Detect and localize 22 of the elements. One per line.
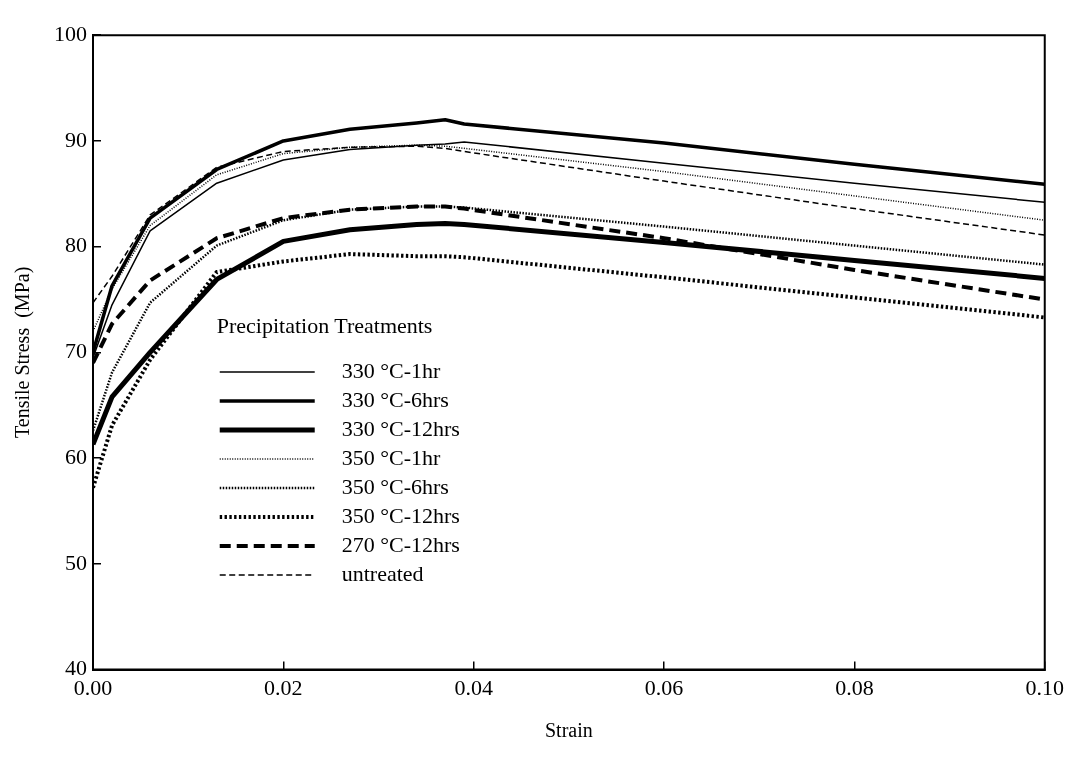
legend-label: 350 °C-6hrs — [341, 473, 449, 499]
legend-label: 330 °C-12hrs — [341, 415, 460, 441]
legend-label: 330 °C-1hr — [341, 357, 442, 383]
y-tick-label: 80 — [65, 232, 87, 258]
y-tick-label: 70 — [65, 338, 87, 364]
x-tick-label: 0.02 — [264, 674, 303, 700]
x-axis-title: Strain — [544, 719, 593, 742]
legend-label: 350 °C-1hr — [341, 444, 442, 470]
legend-label: 330 °C-6hrs — [341, 386, 449, 412]
legend-label: untreated — [341, 560, 424, 586]
legend-label: 350 °C-12hrs — [341, 502, 460, 528]
legend-title: Precipitation Treatments — [216, 312, 433, 338]
y-tick-label: 50 — [65, 549, 87, 575]
y-tick-label: 90 — [65, 126, 87, 152]
legend-label: 270 °C-12hrs — [341, 531, 460, 557]
y-axis-title: Tensile Stress (MPa) — [11, 266, 35, 439]
x-tick-label: 0.08 — [835, 674, 874, 700]
y-tick-label: 100 — [54, 20, 87, 46]
x-tick-label: 0.06 — [644, 674, 684, 700]
x-tick-label: 0.04 — [454, 674, 493, 700]
x-tick-label: 0.10 — [1025, 674, 1064, 700]
y-tick-label: 60 — [65, 443, 87, 469]
